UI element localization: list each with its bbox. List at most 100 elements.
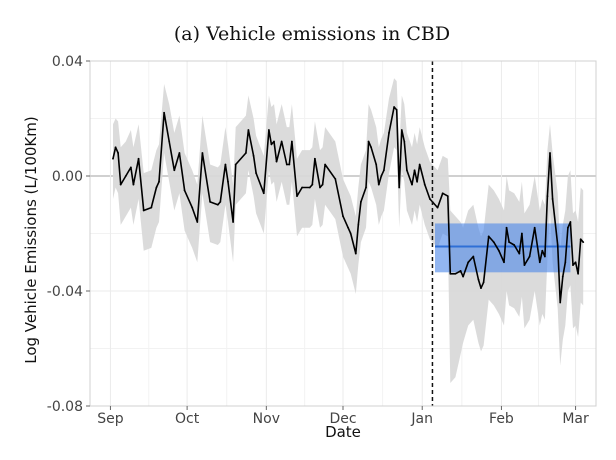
data-point — [216, 203, 219, 206]
data-point — [342, 215, 344, 218]
data-point — [411, 183, 413, 186]
data-point — [518, 252, 521, 255]
data-point — [482, 281, 485, 284]
data-point — [196, 221, 199, 223]
data-point — [520, 232, 523, 235]
post-period-ci-band — [435, 223, 571, 273]
data-point — [367, 140, 370, 143]
data-point — [270, 143, 273, 146]
data-point — [497, 249, 500, 252]
data-point — [403, 140, 406, 143]
data-point — [513, 244, 516, 246]
data-point — [449, 272, 452, 275]
data-point — [382, 169, 385, 172]
data-point — [117, 152, 120, 154]
y-tick-label: -0.08 — [47, 399, 83, 415]
data-point — [296, 195, 298, 198]
data-point — [418, 163, 421, 166]
data-point — [232, 221, 235, 223]
data-point — [357, 223, 360, 226]
data-point — [158, 180, 160, 183]
data-point — [577, 272, 580, 275]
data-point — [582, 241, 585, 244]
y-tick-label: 0.00 — [52, 169, 83, 185]
data-point — [168, 140, 171, 143]
data-point — [462, 275, 465, 278]
data-point — [428, 198, 431, 200]
data-point — [150, 206, 153, 209]
data-point — [262, 192, 265, 195]
data-point — [538, 261, 541, 264]
data-point — [398, 186, 401, 189]
data-point — [487, 235, 490, 238]
x-tick-label: Nov — [253, 411, 280, 427]
x-axis: Sep Oct Nov Dec Jan Feb Mar — [97, 406, 589, 427]
data-point — [275, 160, 278, 163]
data-point — [559, 301, 562, 304]
data-point — [477, 278, 480, 281]
x-tick-label: Sep — [97, 411, 124, 427]
x-tick-label: Jan — [410, 411, 433, 427]
data-point — [541, 249, 544, 252]
data-point — [255, 172, 258, 175]
data-point — [173, 169, 176, 172]
data-point — [454, 272, 457, 275]
emissions-points — [112, 106, 585, 304]
data-point — [209, 200, 212, 203]
data-point — [503, 261, 505, 264]
data-point — [549, 152, 551, 154]
data-point — [137, 157, 140, 160]
data-point — [472, 255, 475, 258]
emissions-line — [112, 106, 584, 304]
data-point — [400, 129, 403, 131]
y-tick-label: -0.04 — [47, 284, 83, 300]
data-point — [459, 269, 462, 272]
data-point — [224, 163, 227, 166]
y-axis-label: Log Vehicle Emissions (L/100Km) — [22, 116, 40, 364]
data-point — [319, 186, 321, 189]
data-point — [528, 255, 531, 258]
data-point — [441, 192, 444, 195]
data-point — [572, 264, 574, 267]
data-point — [321, 183, 324, 186]
data-point — [395, 108, 398, 111]
data-point — [201, 152, 204, 154]
data-point — [273, 140, 275, 143]
plot-area — [89, 60, 597, 407]
data-point — [365, 186, 367, 189]
data-point — [375, 163, 378, 166]
data-point — [543, 255, 546, 258]
data-point — [566, 226, 569, 229]
data-point — [388, 131, 390, 134]
data-point — [280, 140, 283, 143]
data-point — [423, 183, 426, 186]
data-point — [301, 186, 304, 189]
data-point — [234, 163, 237, 166]
data-point — [334, 177, 337, 180]
data-point — [370, 146, 373, 149]
data-point — [446, 195, 449, 198]
data-point — [349, 232, 352, 235]
data-point — [244, 152, 247, 154]
data-point — [393, 106, 396, 108]
data-point — [247, 129, 250, 131]
data-point — [112, 157, 114, 160]
data-point — [132, 183, 135, 186]
data-point — [556, 244, 559, 246]
data-point — [354, 252, 357, 255]
x-tick-label: Dec — [329, 411, 356, 427]
data-point — [252, 154, 255, 157]
data-point — [579, 238, 582, 241]
chart-title: (a) Vehicle emissions in CBD — [174, 23, 450, 45]
y-tick-label: 0.04 — [52, 54, 83, 70]
data-point — [377, 183, 380, 186]
data-point — [480, 287, 482, 290]
data-point — [119, 183, 122, 186]
data-point — [129, 166, 132, 169]
data-point — [155, 186, 158, 189]
data-point — [124, 175, 127, 177]
data-point — [183, 189, 186, 192]
data-point — [405, 169, 408, 172]
data-point — [114, 146, 117, 149]
